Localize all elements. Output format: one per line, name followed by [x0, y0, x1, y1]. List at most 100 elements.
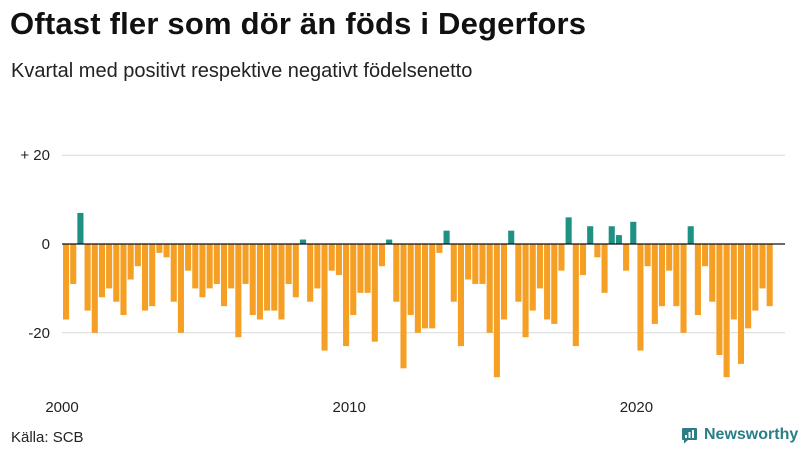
bar-positive	[386, 239, 393, 244]
bar-positive	[565, 217, 572, 244]
bar-negative	[134, 244, 141, 267]
bar-negative	[70, 244, 77, 284]
bar-negative	[228, 244, 235, 289]
bar-negative	[723, 244, 730, 378]
bar-negative	[601, 244, 608, 293]
bar-negative	[558, 244, 565, 271]
bar-negative	[350, 244, 357, 316]
bar-negative	[486, 244, 493, 333]
bar-negative	[500, 244, 508, 320]
bar-positive	[443, 230, 450, 244]
bar-positive	[299, 239, 307, 244]
bar-negative	[544, 244, 551, 320]
bar-negative	[759, 244, 766, 289]
bar-positive	[615, 235, 622, 244]
bar-negative	[278, 244, 285, 320]
bar-negative	[199, 244, 206, 298]
bar-negative	[479, 244, 486, 284]
bar-negative	[163, 244, 170, 258]
bar-negative	[429, 244, 436, 329]
bar-negative	[766, 244, 773, 307]
bar-negative	[465, 244, 472, 280]
bar-negative	[242, 244, 249, 284]
y-tick-label: 0	[42, 236, 50, 253]
bars	[63, 212, 773, 378]
bar-negative	[594, 244, 601, 258]
bar-negative	[651, 244, 658, 324]
bar-positive	[587, 226, 594, 244]
bar-negative	[249, 244, 256, 316]
chart-subtitle: Kvartal med positivt respektive negativt…	[11, 60, 473, 82]
bar-negative	[307, 244, 314, 302]
bar-positive	[608, 226, 615, 244]
chart-title: Oftast fler som dör än föds i Degerfors	[10, 6, 587, 41]
bar-negative	[422, 244, 429, 329]
y-tick-label: -20	[28, 325, 50, 342]
bar-negative	[752, 244, 759, 311]
bar-negative	[745, 244, 752, 329]
bar-negative	[493, 244, 500, 378]
bar-negative	[680, 244, 687, 333]
bar-negative	[271, 244, 278, 311]
bar-negative	[170, 244, 177, 302]
bar-positive	[77, 212, 84, 244]
bar-negative	[572, 244, 579, 347]
bar-negative	[457, 244, 464, 347]
y-tick-label: + 20	[20, 147, 50, 164]
source-note: Källa: SCB	[11, 429, 84, 446]
bar-negative	[264, 244, 271, 311]
bar-negative	[644, 244, 651, 267]
x-tick-label: 2000	[45, 399, 78, 416]
bar-negative	[436, 244, 443, 253]
bar-negative	[84, 244, 91, 311]
bar-negative	[185, 244, 192, 271]
bar-negative	[378, 244, 386, 267]
bar-negative	[292, 244, 299, 298]
y-axis-labels: + 20 0 -20	[20, 147, 50, 342]
bar-negative	[450, 244, 457, 302]
bar-negative	[141, 244, 149, 311]
x-axis-labels: 2000 2010 2020	[45, 399, 653, 416]
bar-negative	[529, 244, 536, 311]
bar-negative	[106, 244, 113, 289]
bar-negative	[328, 244, 335, 271]
bar-negative	[127, 244, 134, 280]
bar-negative	[335, 244, 342, 276]
bar-negative	[472, 244, 479, 284]
bar-negative	[235, 244, 242, 338]
bar-negative	[637, 244, 644, 351]
brand-name: Newsworthy	[704, 426, 799, 443]
bar-negative	[177, 244, 184, 333]
bar-negative	[400, 244, 407, 369]
bar-negative	[709, 244, 716, 302]
bar-negative	[673, 244, 680, 307]
bar-negative	[321, 244, 328, 351]
newsworthy-icon	[682, 427, 697, 443]
bar-negative	[149, 244, 156, 307]
bar-negative	[220, 244, 228, 307]
bar-negative	[666, 244, 673, 271]
bar-negative	[716, 244, 723, 355]
bar-negative	[730, 244, 737, 320]
bar-negative	[156, 244, 163, 253]
bar-negative	[737, 244, 745, 364]
bar-negative	[393, 244, 400, 302]
bar-negative	[314, 244, 321, 289]
bar-negative	[536, 244, 543, 289]
bar-negative	[343, 244, 350, 347]
brand-logo: Newsworthy	[681, 426, 798, 444]
bar-negative	[256, 244, 263, 320]
bar-negative	[364, 244, 371, 293]
bar-negative	[551, 244, 558, 324]
x-tick-label: 2020	[620, 399, 653, 416]
bar-negative	[113, 244, 120, 302]
bar-negative	[623, 244, 630, 271]
bar-negative	[579, 244, 587, 276]
bar-negative	[63, 244, 70, 320]
bar-negative	[515, 244, 522, 302]
bar-negative	[213, 244, 220, 284]
bar-negative	[702, 244, 709, 267]
bar-negative	[206, 244, 213, 289]
bar-negative	[98, 244, 105, 298]
